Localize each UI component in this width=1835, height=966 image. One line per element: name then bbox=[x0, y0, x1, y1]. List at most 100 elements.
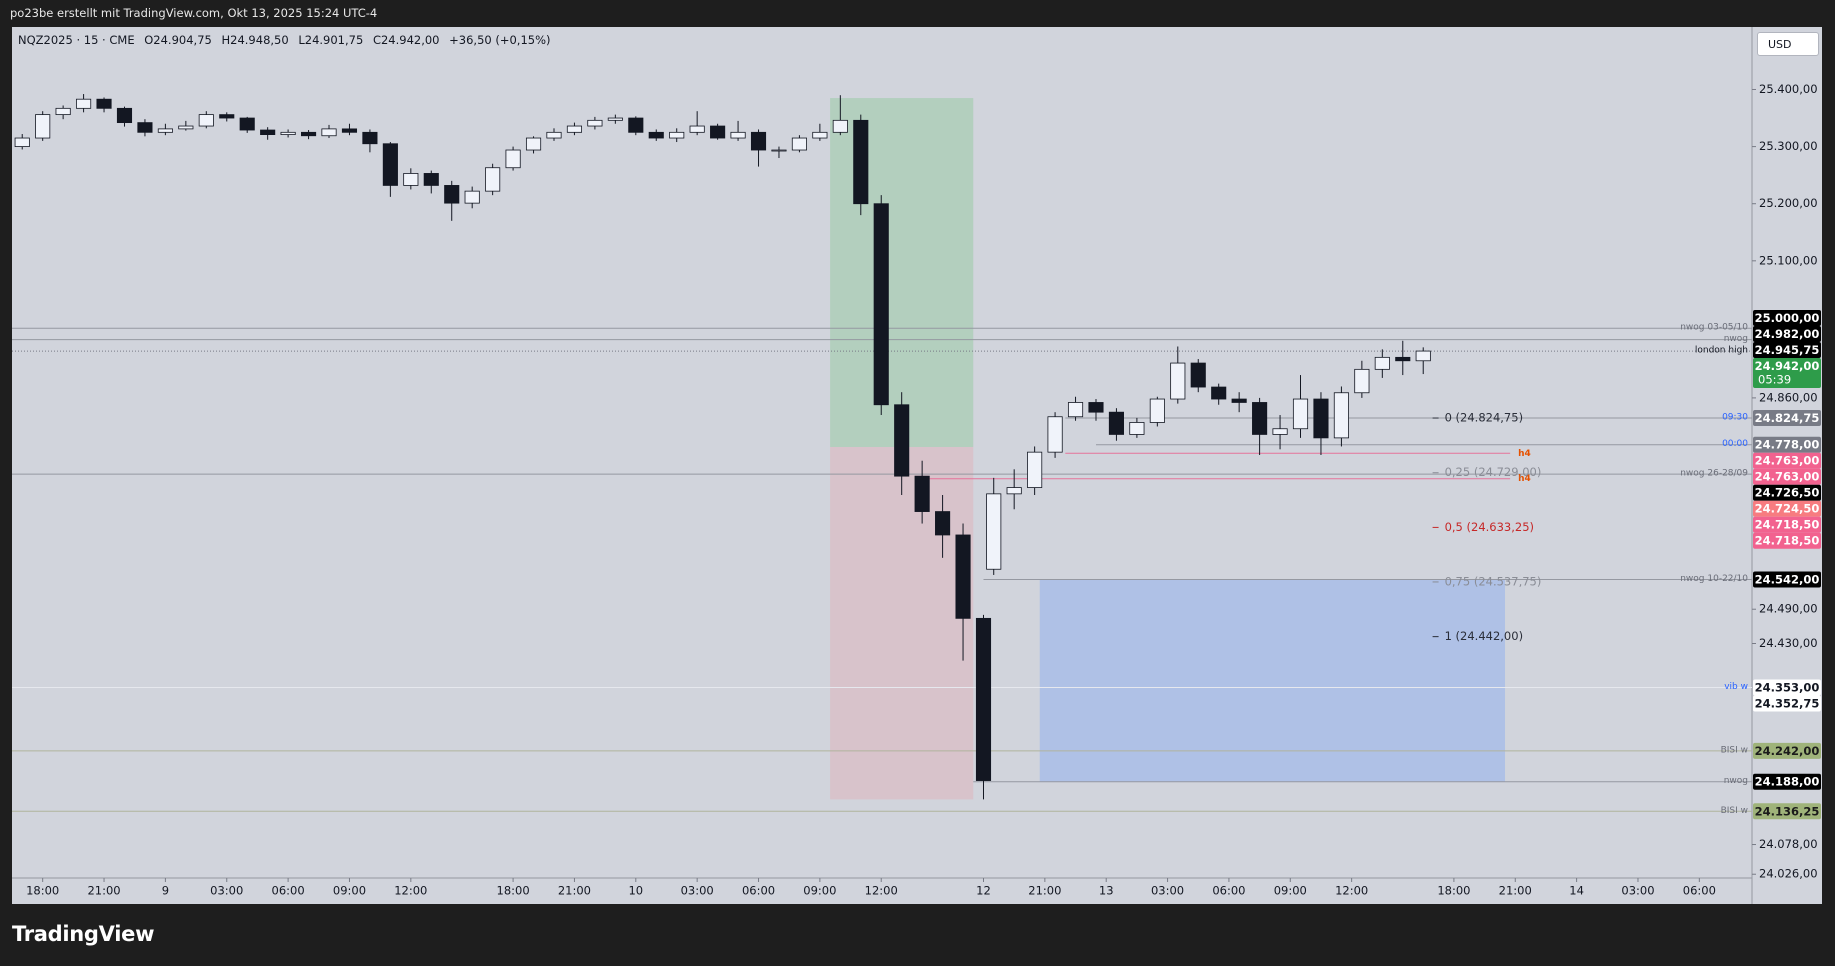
price-badge-label: 24.136,25 bbox=[1755, 804, 1820, 818]
y-tick-label: 24.026,00 bbox=[1759, 867, 1818, 881]
level-label: nwog 03-05/10 bbox=[1680, 323, 1748, 333]
candle-body bbox=[1088, 402, 1104, 413]
price-badge bbox=[1753, 695, 1821, 712]
fib-label: 0,25 (24.729,00) bbox=[1445, 465, 1542, 479]
x-tick-label: 09:00 bbox=[333, 884, 366, 898]
candle-body bbox=[362, 131, 378, 145]
close: C24.942,00 bbox=[372, 33, 440, 47]
candle-body bbox=[1027, 451, 1043, 488]
candle-body bbox=[321, 128, 337, 137]
price-badge bbox=[1753, 309, 1821, 326]
price-badge bbox=[1753, 484, 1821, 501]
x-tick-label: 03:00 bbox=[681, 884, 714, 898]
candle-body bbox=[444, 185, 460, 204]
candle-body bbox=[1252, 402, 1268, 435]
candle-body bbox=[239, 117, 255, 131]
candle-body bbox=[1292, 398, 1309, 430]
candle-body bbox=[280, 131, 296, 136]
candle-body bbox=[1067, 402, 1084, 418]
x-tick-label: 09:00 bbox=[1274, 884, 1307, 898]
candle-body bbox=[55, 107, 71, 116]
zone bbox=[1039, 579, 1506, 782]
level-label: london high bbox=[1695, 346, 1748, 356]
price-badge-label: 24.718,50 bbox=[1755, 518, 1820, 532]
price-badge bbox=[1753, 500, 1821, 517]
h4-label: h4 bbox=[1518, 449, 1531, 459]
x-tick-label: 21:00 bbox=[1028, 884, 1061, 898]
snapshot-title: po23be erstellt mit TradingView.com, Okt… bbox=[10, 6, 378, 20]
x-tick-label: 9 bbox=[162, 884, 169, 898]
candle-body bbox=[689, 125, 705, 133]
price-badge-label: 24.824,75 bbox=[1755, 411, 1820, 425]
top-bar: po23be erstellt mit TradingView.com, Okt… bbox=[0, 0, 1835, 26]
open: O24.904,75 bbox=[144, 33, 212, 47]
candle-body bbox=[219, 114, 235, 119]
level-label: nwog 26-28/09 bbox=[1680, 469, 1748, 479]
price-badge-label: 24.724,50 bbox=[1755, 502, 1820, 516]
currency-button[interactable]: USD bbox=[1757, 32, 1819, 56]
level-label: vib w bbox=[1724, 682, 1748, 692]
price-badge bbox=[1753, 410, 1821, 427]
price-badge-label: 24.778,00 bbox=[1755, 438, 1820, 452]
price-badge bbox=[1753, 341, 1821, 358]
candle-body bbox=[1006, 487, 1022, 495]
level-label: nwog bbox=[1724, 334, 1748, 344]
x-tick-label: 12:00 bbox=[1335, 884, 1368, 898]
price-badge bbox=[1753, 468, 1821, 485]
y-tick-label: 25.100,00 bbox=[1759, 253, 1818, 267]
symbol: NQZ2025 · 15 · CME bbox=[18, 33, 135, 47]
candle-body bbox=[1313, 398, 1329, 439]
candle-body bbox=[1354, 368, 1370, 394]
candle-body bbox=[935, 511, 951, 536]
candle-body bbox=[832, 119, 848, 133]
price-badge-label: 24.188,00 bbox=[1755, 775, 1820, 789]
x-tick-label: 03:00 bbox=[210, 884, 243, 898]
candle-body bbox=[464, 190, 480, 204]
candle-body bbox=[1374, 356, 1390, 370]
candle-body bbox=[1333, 392, 1349, 439]
candle-body bbox=[812, 131, 828, 139]
price-badge bbox=[1753, 571, 1821, 588]
price-badge bbox=[1753, 436, 1821, 453]
candle-body bbox=[1272, 428, 1288, 435]
candle-body bbox=[137, 122, 153, 133]
price-badge-label: 24.763,00 bbox=[1755, 470, 1820, 484]
x-tick-label: 06:00 bbox=[1212, 884, 1245, 898]
price-badge-label: 24.763,00 bbox=[1755, 454, 1820, 468]
candle-body bbox=[423, 173, 439, 186]
x-tick-label: 21:00 bbox=[87, 884, 120, 898]
x-tick-label: 12 bbox=[976, 884, 991, 898]
candle-body bbox=[96, 98, 112, 109]
candle-body bbox=[710, 125, 726, 139]
price-badge-label: 24.242,00 bbox=[1755, 744, 1820, 758]
candle-body bbox=[730, 131, 746, 139]
candle-body bbox=[178, 125, 194, 130]
x-tick-label: 18:00 bbox=[497, 884, 530, 898]
level-label: nwog 10-22/10 bbox=[1680, 574, 1748, 584]
candle-body bbox=[750, 131, 767, 151]
candle-body bbox=[76, 98, 92, 109]
candle-body bbox=[873, 203, 889, 406]
x-tick-label: 18:00 bbox=[1437, 884, 1470, 898]
x-tick-label: 18:00 bbox=[26, 884, 59, 898]
y-tick-label: 25.300,00 bbox=[1759, 139, 1818, 153]
candle-body bbox=[894, 404, 910, 477]
price-badge bbox=[1753, 325, 1821, 342]
candle-body bbox=[1170, 362, 1186, 400]
candle-body bbox=[975, 617, 992, 781]
price-badge-label: 24.542,00 bbox=[1755, 573, 1820, 587]
zone bbox=[830, 447, 974, 800]
candle-body bbox=[260, 129, 276, 136]
candle-body bbox=[587, 119, 603, 127]
candle-body bbox=[566, 125, 583, 133]
candle-body bbox=[116, 107, 133, 124]
high: H24.948,50 bbox=[221, 33, 289, 47]
candle-body bbox=[1149, 398, 1165, 423]
brand-logo: TradingView bbox=[12, 922, 155, 946]
candle-body bbox=[1047, 416, 1063, 453]
price-badge-label: 24.726,50 bbox=[1755, 486, 1820, 500]
price-badge bbox=[1753, 452, 1821, 469]
candle-body bbox=[485, 167, 501, 192]
price-badge-label: 24.945,75 bbox=[1755, 343, 1820, 357]
